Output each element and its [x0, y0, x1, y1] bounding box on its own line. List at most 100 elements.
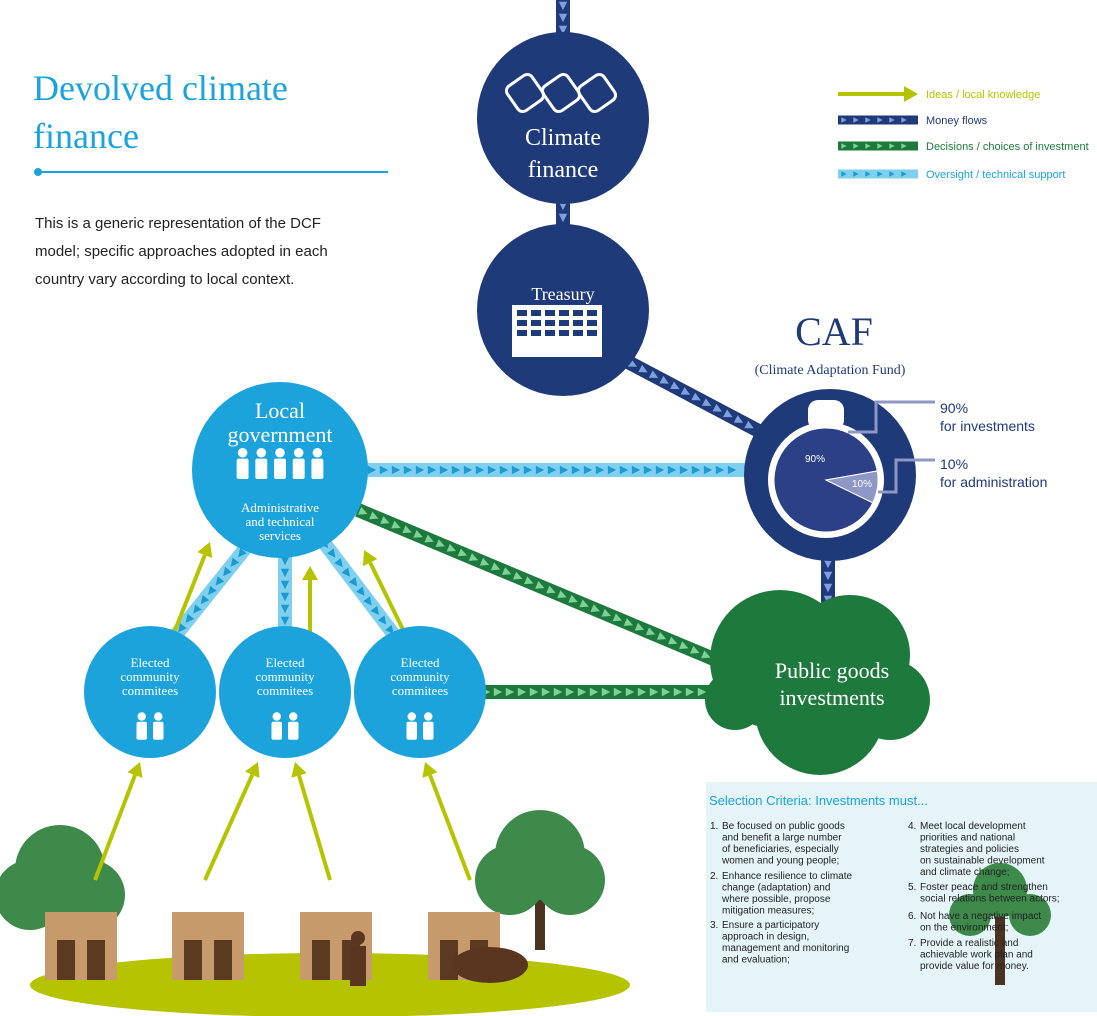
person-icon	[407, 722, 418, 740]
criteria-text: provide value for money.	[920, 961, 1029, 972]
node-sublabel: and technical	[246, 514, 315, 529]
person-icon	[153, 722, 164, 740]
committee-label: Elected	[131, 655, 170, 670]
share-caption: for administration	[940, 474, 1047, 490]
building-window	[545, 310, 555, 316]
pie-label: 90%	[805, 454, 825, 465]
building-window	[517, 320, 527, 326]
criteria-text: on the environment;	[920, 923, 1008, 934]
intro-text: country vary according to local context.	[35, 271, 294, 288]
pie-label: 10%	[852, 479, 872, 490]
criteria-text: social relations between actors;	[920, 894, 1060, 905]
person-icon	[423, 722, 434, 740]
criteria-text: Be focused on public goods	[722, 821, 845, 832]
title-rule-dot	[34, 168, 42, 176]
committee-label: commitees	[122, 683, 178, 698]
criteria-text: where possible, propose	[721, 894, 831, 905]
idea-arrow-head	[302, 566, 318, 580]
building-window	[531, 330, 541, 336]
criteria-text: of beneficiaries, especially	[722, 844, 839, 855]
committee-label: Elected	[266, 655, 305, 670]
title: Devolved climate	[33, 68, 288, 108]
idea-arrow	[299, 775, 330, 880]
person-icon	[293, 459, 305, 479]
criteria-num: 2.	[710, 871, 718, 882]
house	[45, 912, 117, 980]
tree-crown	[535, 845, 605, 915]
person-icon	[274, 459, 286, 479]
criteria-text: approach in design,	[722, 932, 809, 943]
legend-label: Oversight / technical support	[926, 169, 1065, 181]
node-sublabel: Administrative	[241, 500, 319, 515]
node-label: Climate	[525, 125, 601, 151]
criteria-text: Enhance resilience to climate	[722, 871, 853, 882]
person-icon	[138, 712, 146, 720]
criteria-text: mitigation measures;	[722, 906, 814, 917]
building-window	[531, 310, 541, 316]
person-icon	[424, 712, 432, 720]
building-window	[587, 320, 597, 326]
committee-label: community	[255, 669, 315, 684]
person-icon	[154, 712, 162, 720]
person-icon	[288, 722, 299, 740]
person-icon	[313, 448, 323, 458]
building-window	[573, 310, 583, 316]
criteria-text: on sustainable development	[920, 856, 1045, 867]
building-window	[545, 320, 555, 326]
house-door	[312, 940, 330, 980]
idea-arrow	[430, 775, 470, 880]
person-icon	[137, 722, 148, 740]
person-icon	[237, 459, 249, 479]
house-door	[214, 940, 232, 980]
house-door	[87, 940, 105, 980]
idea-arrow-head	[291, 762, 306, 778]
node-sublabel: services	[259, 528, 301, 543]
criteria-text: management and monitoring	[722, 943, 849, 954]
building-window	[587, 330, 597, 336]
house	[172, 912, 244, 980]
title: finance	[33, 116, 139, 156]
tree-crown	[475, 845, 545, 915]
criteria-text: and evaluation;	[722, 955, 790, 966]
legend-label: Money flows	[926, 115, 988, 127]
criteria-title: Selection Criteria: Investments must...	[709, 793, 928, 808]
criteria-num: 3.	[710, 920, 718, 931]
building-window	[573, 330, 583, 336]
share-caption: for investments	[940, 418, 1035, 434]
farmer	[351, 931, 365, 945]
legend-label: Decisions / choices of investment	[926, 141, 1089, 153]
building-window	[517, 330, 527, 336]
caf-subtitle: (Climate Adaptation Fund)	[755, 363, 906, 378]
share-label: 90%	[940, 400, 968, 416]
person-icon	[275, 448, 285, 458]
building-window	[531, 320, 541, 326]
farmer	[350, 946, 366, 986]
building-window	[587, 310, 597, 316]
idea-arrow-head	[904, 86, 918, 102]
criteria-text: change (adaptation) and	[722, 883, 830, 894]
criteria-text: Ensure a participatory	[722, 920, 819, 931]
criteria-text: strategies and policies	[920, 844, 1019, 855]
person-icon	[255, 459, 267, 479]
diagram: Ideas / local knowledge Money flows Decisi…	[0, 0, 1097, 1016]
node-label: finance	[528, 157, 599, 183]
criteria-num: 7.	[908, 938, 916, 949]
bag-neck	[808, 400, 844, 430]
person-icon	[273, 712, 281, 720]
building-window	[559, 330, 569, 336]
committee-label: Elected	[401, 655, 440, 670]
share-label: 10%	[940, 456, 968, 472]
node-label: Treasury	[531, 284, 594, 304]
caf-title: CAF	[795, 309, 873, 354]
building-window	[545, 330, 555, 336]
node-label: investments	[779, 685, 884, 710]
criteria-text: priorities and national	[920, 833, 1015, 844]
house-door	[57, 940, 75, 980]
intro-text: This is a generic representation of the …	[35, 215, 321, 232]
criteria-text: Not have a negative impact	[920, 911, 1041, 922]
committee-label: commitees	[392, 683, 448, 698]
legend-label: Ideas / local knowledge	[926, 89, 1040, 101]
criteria-text: Provide a realistic and	[920, 938, 1018, 949]
criteria-text: and benefit a large number	[722, 833, 842, 844]
committee-label: community	[120, 669, 180, 684]
